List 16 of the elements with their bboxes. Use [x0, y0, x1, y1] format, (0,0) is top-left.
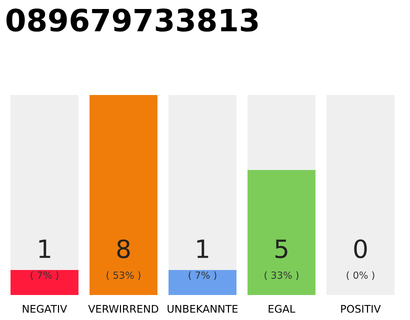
data-label: 1: [39, 240, 50, 258]
x-tick-label: UNBEKANNTE: [168, 305, 238, 313]
annotation: ( 7% ): [30, 271, 58, 280]
x-tick-label: NEGATIV: [22, 304, 68, 313]
annotation: ( 53% ): [106, 271, 140, 280]
data-label: 0: [354, 239, 367, 258]
annotation: ( 7% ): [188, 271, 216, 280]
x-tick-label: EGAL: [268, 304, 296, 313]
chart-title: 089679733813: [6, 8, 258, 32]
x-tick-label: POSITIV: [341, 304, 381, 313]
annotation: ( 0% ): [346, 271, 374, 280]
data-label: 1: [197, 240, 208, 258]
data-label: 8: [117, 239, 130, 258]
annotation: ( 33% ): [264, 271, 298, 280]
data-label: 5: [275, 240, 288, 258]
x-tick-label: VERWIRREND: [88, 305, 158, 313]
